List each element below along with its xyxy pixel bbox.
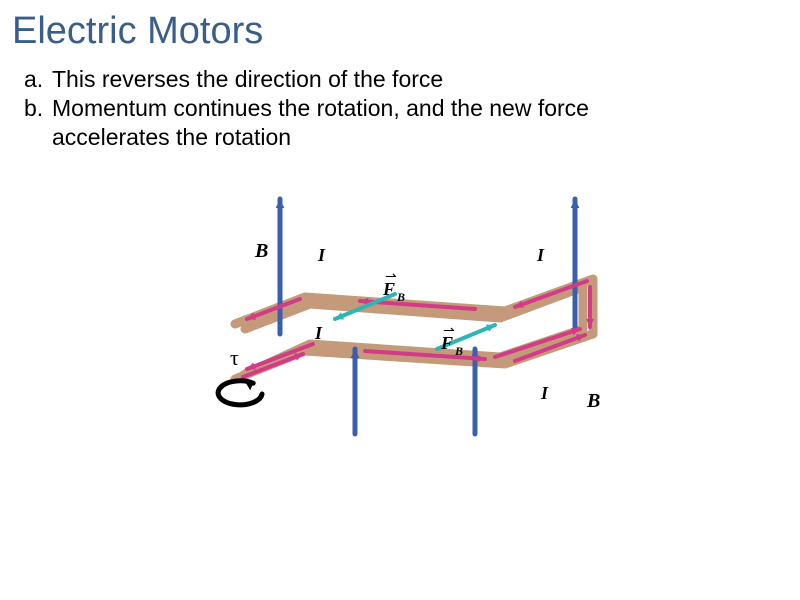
body-text: a. This reverses the direction of the fo…: [0, 57, 800, 151]
label-FB2s: B: [454, 344, 463, 358]
label-tau: τ: [230, 345, 239, 370]
label-I3: I: [314, 323, 323, 343]
bullet-b-marker: b.: [24, 94, 52, 123]
bullet-b: b. Momentum continues the rotation, and …: [24, 94, 784, 123]
label-B1: B: [254, 240, 268, 262]
label-I1: I: [317, 245, 326, 265]
bullet-a-marker: a.: [24, 65, 52, 94]
bullet-a-text: This reverses the direction of the force: [52, 65, 443, 94]
label-I2: I: [536, 245, 545, 265]
label-FB1s: B: [396, 290, 405, 304]
motor-diagram: BBIIII⇀FB⇀FBτ: [185, 179, 615, 439]
bullet-b-cont: accelerates the rotation: [24, 123, 784, 152]
label-B2: B: [586, 390, 600, 412]
label-I4: I: [540, 383, 549, 403]
bullet-b-cont-text: accelerates the rotation: [52, 123, 291, 152]
label-FB2: F: [440, 333, 453, 353]
bullet-b-text: Momentum continues the rotation, and the…: [52, 94, 589, 123]
label-FB1: F: [382, 279, 395, 299]
bullet-a: a. This reverses the direction of the fo…: [24, 65, 784, 94]
page-title: Electric Motors: [0, 0, 800, 57]
